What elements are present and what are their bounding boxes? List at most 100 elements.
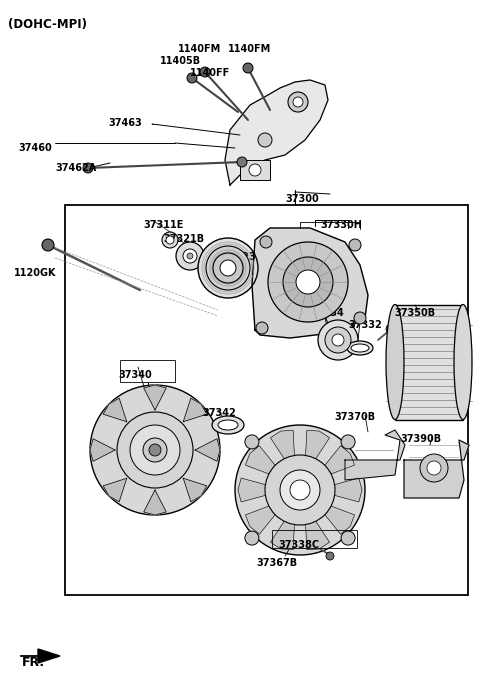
Circle shape bbox=[386, 325, 394, 333]
Circle shape bbox=[332, 334, 344, 346]
Circle shape bbox=[318, 320, 358, 360]
Text: 37463: 37463 bbox=[108, 118, 142, 128]
Circle shape bbox=[143, 438, 167, 462]
Circle shape bbox=[200, 67, 210, 77]
Text: 37311E: 37311E bbox=[143, 220, 183, 230]
Polygon shape bbox=[252, 228, 368, 338]
Circle shape bbox=[249, 164, 261, 176]
Circle shape bbox=[198, 238, 258, 298]
Text: 37321B: 37321B bbox=[163, 234, 204, 244]
Circle shape bbox=[90, 385, 220, 515]
Circle shape bbox=[341, 435, 355, 449]
Polygon shape bbox=[144, 490, 166, 515]
Polygon shape bbox=[183, 398, 207, 422]
Text: 37462A: 37462A bbox=[55, 163, 96, 173]
Polygon shape bbox=[404, 440, 469, 498]
Circle shape bbox=[296, 270, 320, 294]
Text: 37338C: 37338C bbox=[278, 540, 319, 550]
Circle shape bbox=[293, 97, 303, 107]
Text: 37370B: 37370B bbox=[334, 412, 375, 422]
Polygon shape bbox=[225, 80, 328, 185]
Polygon shape bbox=[312, 499, 355, 534]
Circle shape bbox=[245, 435, 259, 449]
Polygon shape bbox=[271, 431, 295, 475]
Text: 37330H: 37330H bbox=[320, 220, 362, 230]
Text: 37300: 37300 bbox=[285, 194, 319, 204]
Circle shape bbox=[256, 322, 268, 334]
Circle shape bbox=[176, 242, 204, 270]
Circle shape bbox=[183, 249, 197, 263]
Circle shape bbox=[341, 531, 355, 545]
Ellipse shape bbox=[351, 344, 369, 352]
Circle shape bbox=[288, 92, 308, 112]
Circle shape bbox=[149, 444, 161, 456]
Polygon shape bbox=[271, 504, 295, 550]
Text: 37350B: 37350B bbox=[394, 308, 435, 318]
Ellipse shape bbox=[454, 305, 472, 420]
Text: 37342: 37342 bbox=[202, 408, 236, 418]
Text: 37340: 37340 bbox=[118, 370, 152, 380]
Polygon shape bbox=[312, 446, 355, 481]
Polygon shape bbox=[305, 431, 329, 475]
Ellipse shape bbox=[212, 416, 244, 434]
Polygon shape bbox=[245, 499, 288, 534]
Circle shape bbox=[325, 327, 351, 353]
Circle shape bbox=[427, 461, 441, 475]
Polygon shape bbox=[38, 649, 60, 663]
Circle shape bbox=[206, 246, 250, 290]
Circle shape bbox=[130, 425, 180, 475]
Circle shape bbox=[268, 242, 348, 322]
Text: 37460: 37460 bbox=[18, 143, 52, 153]
Polygon shape bbox=[245, 446, 288, 481]
Text: 37390B: 37390B bbox=[400, 434, 441, 444]
Polygon shape bbox=[238, 478, 285, 502]
Polygon shape bbox=[183, 478, 207, 502]
Polygon shape bbox=[90, 439, 115, 461]
Circle shape bbox=[220, 260, 236, 276]
Polygon shape bbox=[144, 385, 166, 410]
Circle shape bbox=[117, 412, 193, 488]
Circle shape bbox=[243, 63, 253, 73]
Polygon shape bbox=[305, 504, 329, 550]
Circle shape bbox=[349, 239, 361, 251]
Text: 37367B: 37367B bbox=[256, 558, 297, 568]
Circle shape bbox=[260, 236, 272, 248]
Text: 37334: 37334 bbox=[310, 308, 344, 318]
Text: 1140FM: 1140FM bbox=[178, 44, 221, 54]
Circle shape bbox=[83, 163, 93, 173]
Circle shape bbox=[280, 470, 320, 510]
Text: 1140FF: 1140FF bbox=[190, 68, 230, 78]
Circle shape bbox=[42, 239, 54, 251]
Circle shape bbox=[213, 253, 243, 283]
Circle shape bbox=[187, 73, 197, 83]
Polygon shape bbox=[103, 398, 127, 422]
Circle shape bbox=[245, 531, 259, 545]
Bar bbox=[395, 305, 463, 420]
Bar bbox=[272, 530, 357, 548]
Polygon shape bbox=[315, 478, 362, 502]
Text: 1120GK: 1120GK bbox=[14, 268, 57, 278]
Text: (DOHC-MPI): (DOHC-MPI) bbox=[8, 18, 87, 31]
Text: 37323: 37323 bbox=[222, 252, 256, 262]
Ellipse shape bbox=[386, 305, 404, 420]
Text: FR.: FR. bbox=[22, 656, 45, 669]
Circle shape bbox=[166, 236, 174, 244]
Circle shape bbox=[162, 232, 178, 248]
Text: 37332: 37332 bbox=[348, 320, 382, 330]
Ellipse shape bbox=[347, 341, 373, 355]
Circle shape bbox=[326, 552, 334, 560]
Polygon shape bbox=[345, 430, 405, 480]
Bar bbox=[65, 205, 468, 595]
Circle shape bbox=[265, 455, 335, 525]
Circle shape bbox=[187, 253, 193, 259]
Polygon shape bbox=[103, 478, 127, 502]
Text: 1140FM: 1140FM bbox=[228, 44, 271, 54]
Bar bbox=[240, 160, 270, 180]
Circle shape bbox=[237, 157, 247, 167]
Circle shape bbox=[235, 425, 365, 555]
Text: 11405B: 11405B bbox=[160, 56, 201, 66]
Polygon shape bbox=[195, 439, 220, 461]
Circle shape bbox=[420, 454, 448, 482]
Bar bbox=[120, 360, 175, 382]
Circle shape bbox=[258, 133, 272, 147]
